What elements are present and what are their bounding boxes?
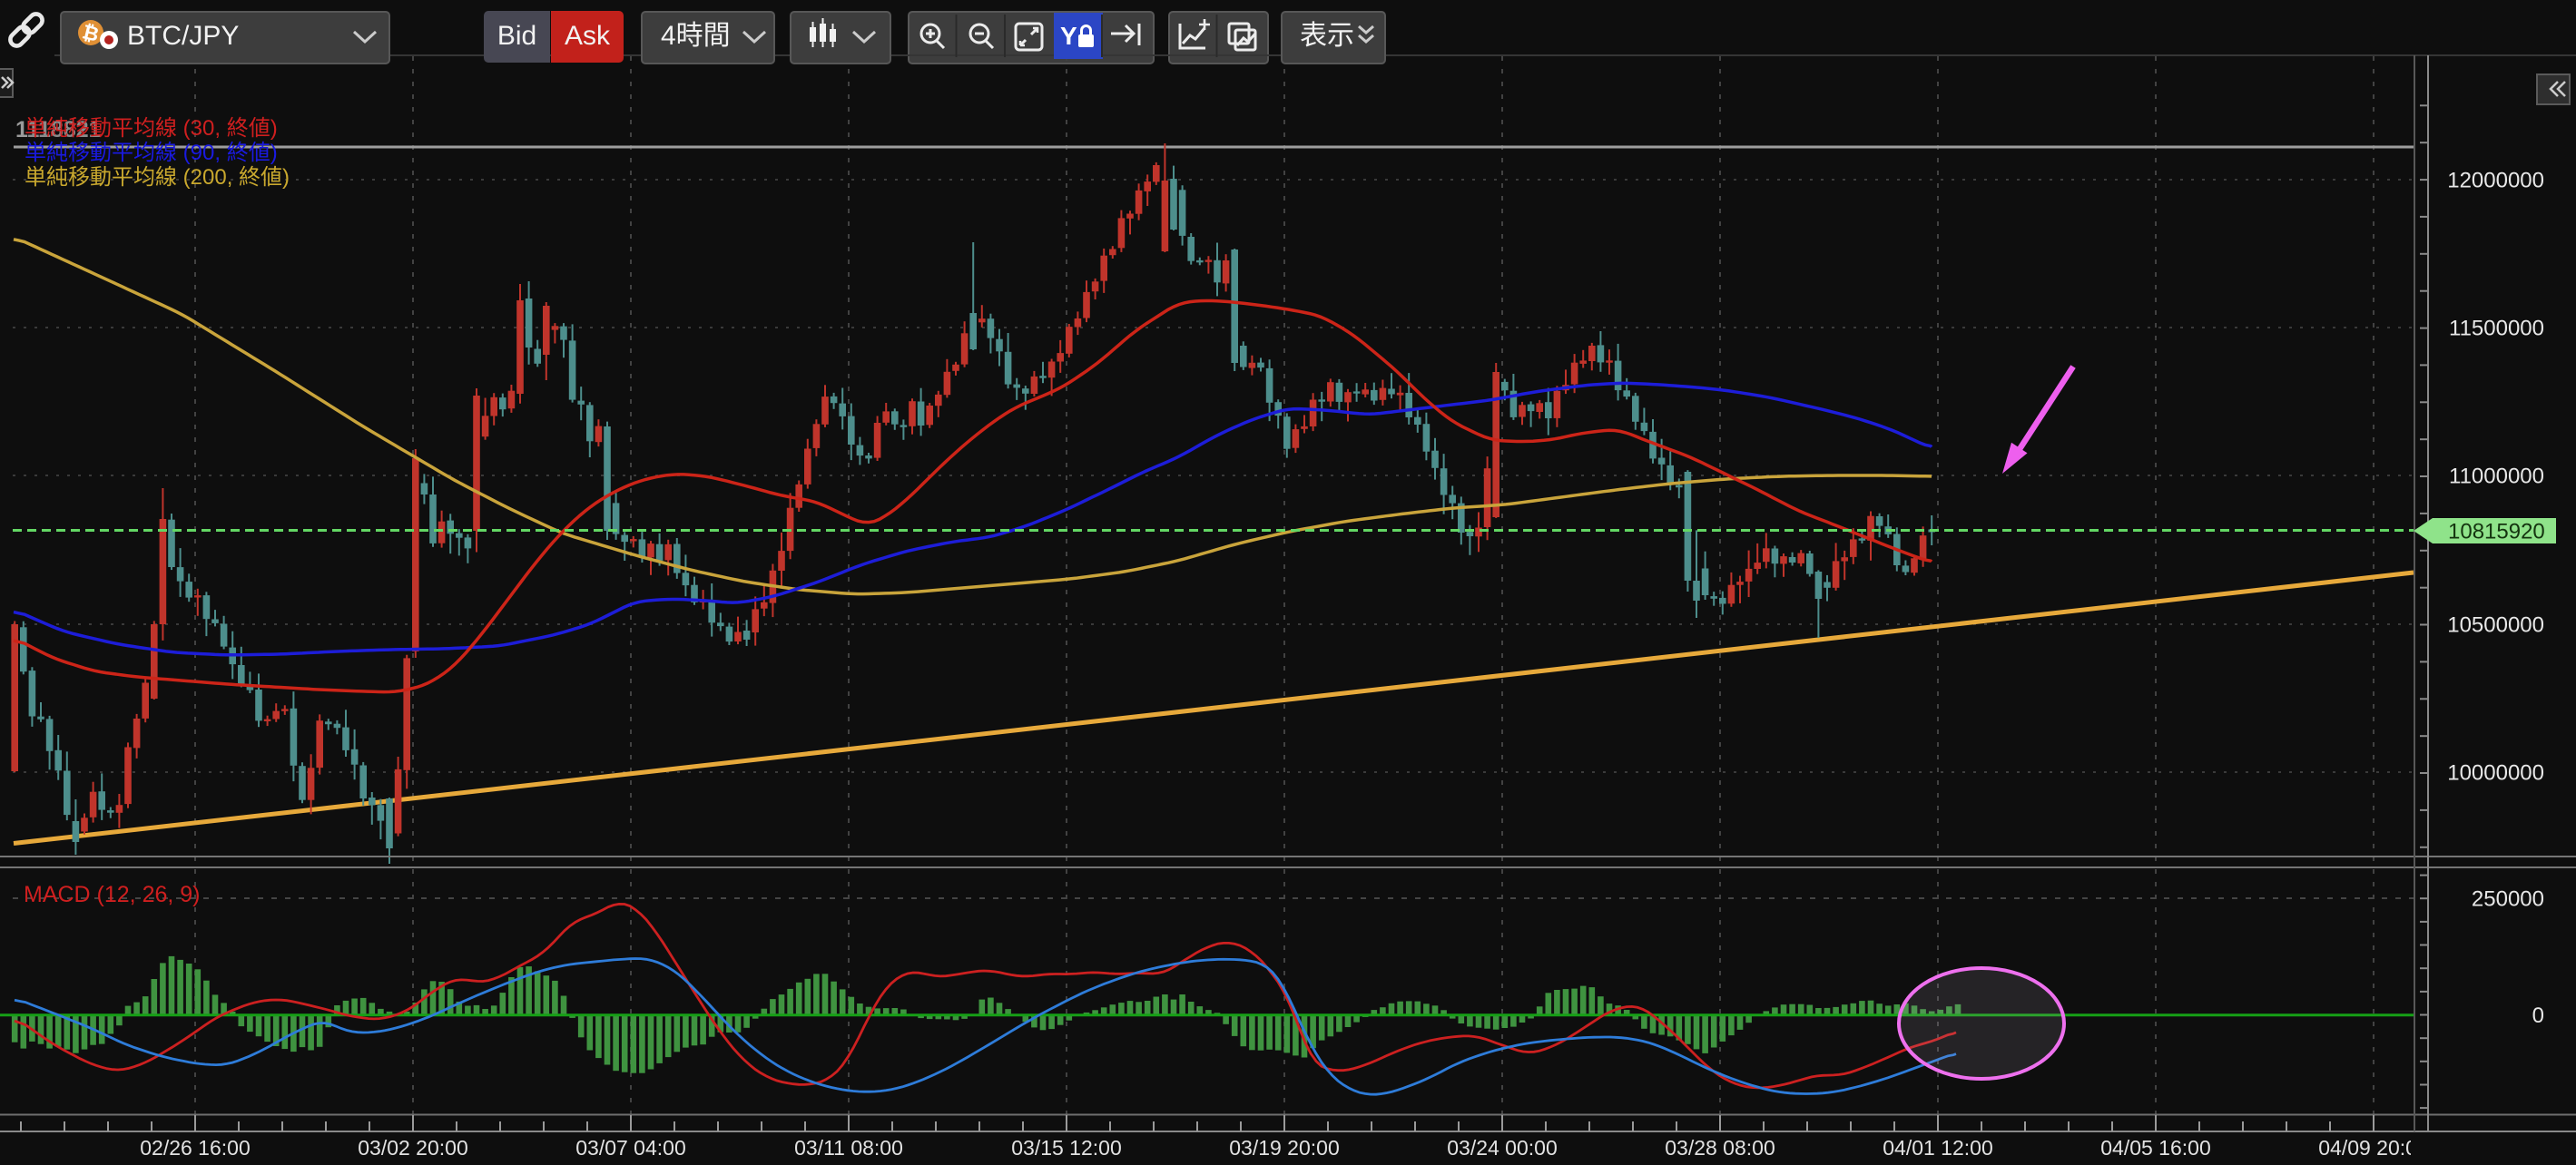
svg-text:0: 0: [2532, 1003, 2544, 1028]
svg-text:03/11 08:00: 03/11 08:00: [794, 1136, 903, 1160]
svg-text:10500000: 10500000: [2447, 613, 2544, 638]
svg-text:MACD (12, 26, 9): MACD (12, 26, 9): [24, 882, 201, 907]
svg-text:10815920: 10815920: [2448, 520, 2545, 544]
svg-text:単純移動平均線 (200, 終値): 単純移動平均線 (200, 終値): [25, 165, 290, 190]
svg-text:単純移動平均線 (90, 終値): 単純移動平均線 (90, 終値): [25, 141, 278, 165]
svg-text:03/19 20:00: 03/19 20:00: [1229, 1136, 1340, 1160]
svg-text:単純移動平均線 (30, 終値): 単純移動平均線 (30, 終値): [25, 116, 278, 141]
svg-text:02/26 16:00: 02/26 16:00: [140, 1136, 251, 1160]
svg-text:₿: ₿: [80, 20, 101, 46]
svg-text:1118821: 1118821: [15, 117, 102, 142]
svg-text:03/24 00:00: 03/24 00:00: [1447, 1136, 1558, 1160]
svg-text:11500000: 11500000: [2449, 317, 2544, 341]
svg-text:03/07 04:00: 03/07 04:00: [575, 1136, 686, 1160]
svg-text:11000000: 11000000: [2449, 465, 2544, 489]
svg-text:10000000: 10000000: [2447, 761, 2544, 786]
svg-text:03/02 20:00: 03/02 20:00: [358, 1136, 468, 1160]
svg-text:Y: Y: [1060, 22, 1077, 50]
svg-text:04/05 16:00: 04/05 16:00: [2100, 1136, 2211, 1160]
svg-text:12000000: 12000000: [2447, 169, 2544, 193]
svg-text:03/28 08:00: 03/28 08:00: [1665, 1136, 1775, 1160]
svg-text:03/15 12:00: 03/15 12:00: [1011, 1136, 1122, 1160]
svg-text:04/01 12:00: 04/01 12:00: [1883, 1136, 1993, 1160]
svg-text:04/09 20:00: 04/09 20:00: [2318, 1136, 2429, 1160]
svg-text:250000: 250000: [2472, 887, 2544, 912]
